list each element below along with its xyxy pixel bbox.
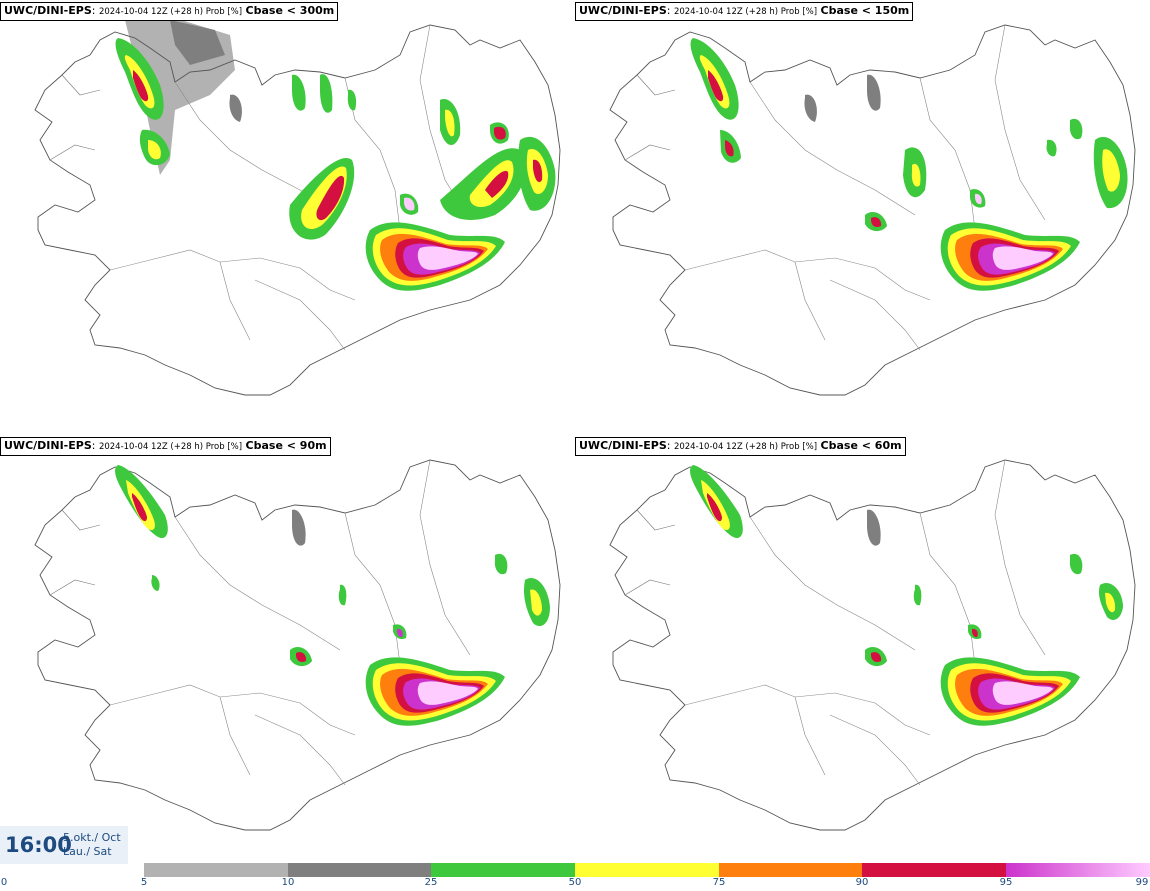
- valid-time: 16:00: [5, 833, 72, 857]
- legend-tick: 90: [855, 877, 869, 888]
- run-info: 2024-10-04 12Z (+28 h) Prob [%]: [98, 7, 243, 17]
- panel-title: UWC/DINI-EPS: 2024-10-04 12Z (+28 h) Pro…: [575, 2, 914, 21]
- legend-tick: 10: [281, 877, 295, 888]
- map-panel-300m: UWC/DINI-EPS: 2024-10-04 12Z (+28 h) Pro…: [0, 0, 575, 435]
- threshold-label: Cbase < 300m: [245, 4, 335, 17]
- run-info: 2024-10-04 12Z (+28 h) Prob [%]: [673, 7, 818, 17]
- panel-title: UWC/DINI-EPS: 2024-10-04 12Z (+28 h) Pro…: [0, 2, 339, 21]
- valid-date: 5.okt./ Oct: [63, 831, 121, 844]
- iceland-map: [34, 459, 561, 831]
- model-name: UWC/DINI-EPS: [579, 4, 667, 17]
- threshold-label: Cbase < 150m: [820, 4, 910, 17]
- map-panel-60m: UWC/DINI-EPS: 2024-10-04 12Z (+28 h) Pro…: [575, 435, 1150, 870]
- legend-tick: 5: [140, 877, 148, 888]
- map-panel-150m: UWC/DINI-EPS: 2024-10-04 12Z (+28 h) Pro…: [575, 0, 1150, 435]
- legend-segment-95-99: [1006, 863, 1150, 877]
- legend-segment-5-10: [144, 863, 288, 877]
- legend-segment-10-25: [288, 863, 431, 877]
- legend-tick: 95: [999, 877, 1013, 888]
- map-panel-90m: UWC/DINI-EPS: 2024-10-04 12Z (+28 h) Pro…: [0, 435, 575, 870]
- legend-tick: 75: [712, 877, 726, 888]
- model-name: UWC/DINI-EPS: [4, 439, 92, 452]
- legend-tick: 99: [1135, 877, 1149, 888]
- legend-tick: 0: [0, 877, 8, 888]
- iceland-map: [609, 24, 1136, 396]
- legend-segment-25-50: [431, 863, 575, 877]
- panel-title: UWC/DINI-EPS: 2024-10-04 12Z (+28 h) Pro…: [575, 437, 906, 456]
- valid-day: Lau./ Sat: [63, 845, 112, 858]
- iceland-map: [34, 15, 561, 396]
- valid-time-box: 16:00 5.okt./ Oct Lau./ Sat: [0, 826, 128, 864]
- legend-segment-50-75: [575, 863, 719, 877]
- legend-segment-90-95: [862, 863, 1006, 877]
- legend-tick: 50: [568, 877, 582, 888]
- model-name: UWC/DINI-EPS: [579, 439, 667, 452]
- panel-title: UWC/DINI-EPS: 2024-10-04 12Z (+28 h) Pro…: [0, 437, 331, 456]
- threshold-label: Cbase < 90m: [245, 439, 327, 452]
- legend-tick: 25: [424, 877, 438, 888]
- model-name: UWC/DINI-EPS: [4, 4, 92, 17]
- iceland-map: [609, 459, 1136, 831]
- run-info: 2024-10-04 12Z (+28 h) Prob [%]: [673, 442, 818, 452]
- legend-segment-75-90: [719, 863, 862, 877]
- threshold-label: Cbase < 60m: [820, 439, 902, 452]
- run-info: 2024-10-04 12Z (+28 h) Prob [%]: [98, 442, 243, 452]
